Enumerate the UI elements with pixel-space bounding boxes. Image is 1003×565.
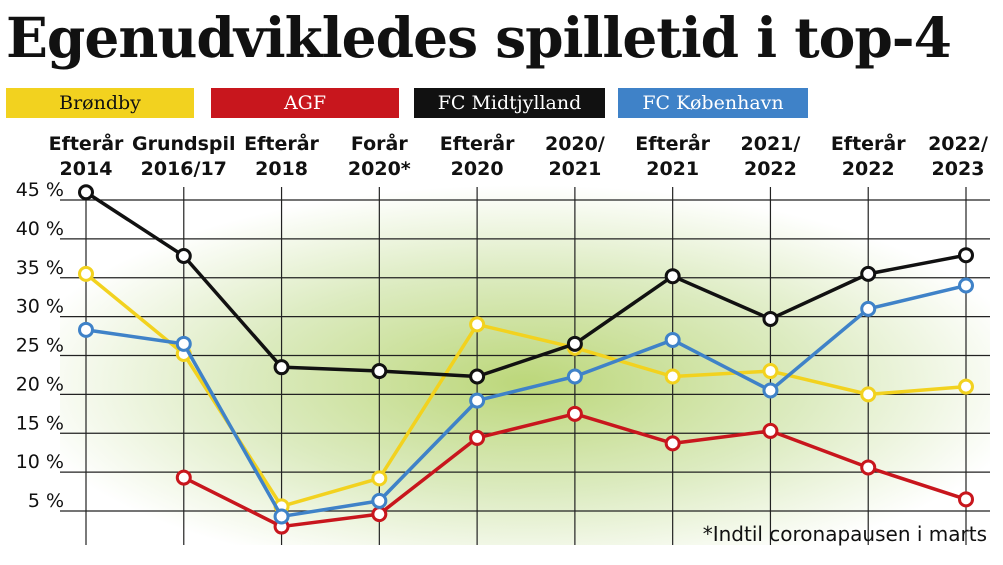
data-point (762, 310, 779, 327)
data-point (175, 469, 192, 486)
y-tick-label: 45 % (16, 179, 64, 201)
data-point (78, 265, 94, 282)
y-tick-label: 5 % (28, 490, 64, 512)
chart-title: Egenudvikledes spilletid i top-4 (6, 5, 952, 70)
series-group (78, 184, 974, 535)
data-point (958, 277, 974, 294)
data-point (469, 429, 486, 446)
y-tick-label: 30 % (16, 296, 64, 318)
footnote: *Indtil coronapausen i marts (702, 522, 987, 546)
data-point (762, 382, 779, 399)
data-point (566, 368, 583, 385)
x-tick-label: 2022 (744, 158, 797, 180)
data-point (469, 316, 486, 333)
x-tick-label: 2020/ (545, 133, 605, 155)
x-tick-label: Forår (351, 131, 408, 155)
data-point (762, 422, 779, 439)
x-tick-label: 2016/17 (141, 158, 227, 180)
data-point (860, 300, 877, 317)
series-3 (78, 277, 974, 525)
data-point (469, 368, 486, 385)
legend-item: FC København (618, 88, 808, 118)
x-tick-label: Efterår (244, 131, 319, 155)
data-point (175, 247, 192, 264)
data-point (566, 405, 583, 422)
series-line (85, 190, 967, 379)
data-point (664, 435, 681, 452)
x-tick-label: 2022 (842, 158, 895, 180)
data-point (371, 363, 388, 380)
x-tick-label: 2021/ (741, 133, 801, 155)
series-line (85, 283, 967, 519)
legend-item: Brøndby (6, 88, 194, 118)
x-tick-label: 2021 (646, 158, 699, 180)
x-tick-label: 2021 (548, 158, 601, 180)
data-point (78, 321, 94, 338)
x-tick-label: Efterår (49, 131, 124, 155)
data-point (175, 335, 192, 352)
y-tick-label: 40 % (16, 218, 64, 240)
data-point (371, 492, 388, 509)
x-axis-labels: Efterår 2014 Grundspil 2016/17 Efterår 2018 Fo… (49, 131, 988, 180)
y-tick-label: 25 % (16, 335, 64, 357)
x-tick-label: Efterår (440, 131, 515, 155)
y-axis-labels: 45 % 40 % 35 % 30 % 25 % 20 % 15 % 10 % 5 % (16, 179, 64, 512)
data-point (273, 508, 290, 525)
data-point (273, 359, 290, 376)
data-point (664, 268, 681, 285)
x-tick-label: Efterår (635, 131, 710, 155)
data-point (958, 491, 974, 508)
x-tick-label: 2014 (60, 158, 113, 180)
x-tick-label: 2020* (348, 158, 411, 180)
x-tick-label: Grundspil (132, 133, 236, 155)
plot-background (60, 185, 990, 545)
data-point (860, 265, 877, 282)
y-tick-label: 10 % (16, 451, 64, 473)
grid (60, 187, 990, 545)
data-point (371, 470, 388, 487)
data-point (469, 392, 486, 409)
data-point (860, 459, 877, 476)
x-tick-label: 2022/ (928, 133, 988, 155)
x-tick-label: 2023 (932, 158, 985, 180)
legend-item: AGF (211, 88, 399, 118)
y-tick-label: 35 % (16, 257, 64, 279)
x-tick-label: 2020 (451, 158, 504, 180)
data-point (371, 506, 388, 523)
series-2 (78, 184, 974, 385)
data-point (958, 378, 974, 395)
data-point (664, 368, 681, 385)
data-point (860, 386, 877, 403)
y-tick-label: 20 % (16, 373, 64, 395)
legend-item: FC Midtjylland (414, 88, 605, 118)
data-point (664, 331, 681, 348)
data-point (78, 184, 94, 201)
data-point (762, 363, 779, 380)
data-point (958, 247, 974, 264)
x-tick-label: 2018 (255, 158, 308, 180)
y-tick-label: 15 % (16, 412, 64, 434)
data-point (566, 335, 583, 352)
x-tick-label: Efterår (831, 131, 906, 155)
